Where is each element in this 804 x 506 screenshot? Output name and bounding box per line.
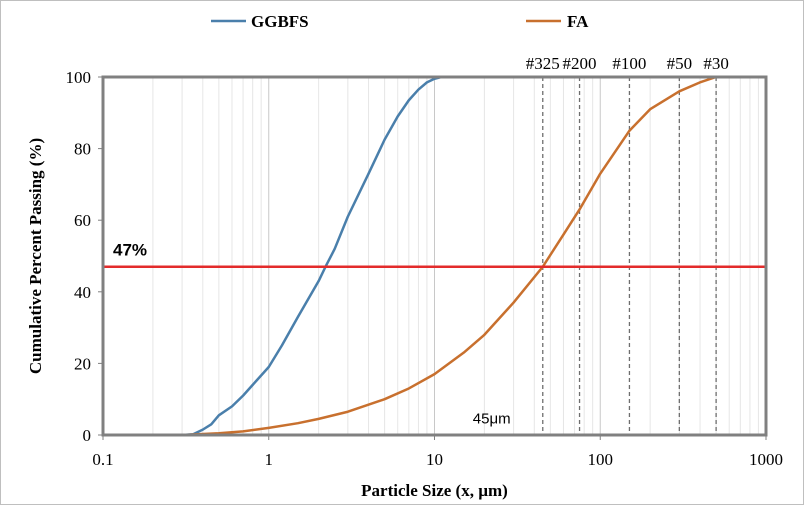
x-tick-label: 1 [265, 450, 274, 469]
series-line [103, 75, 766, 437]
sieve-label: #30 [703, 54, 729, 73]
legend-label-ggbfs: GGBFS [251, 12, 309, 31]
y-tick-label: 20 [74, 354, 91, 373]
sieve-label: #200 [563, 54, 597, 73]
x-tick-label: 100 [588, 450, 614, 469]
sieve-label: #100 [612, 54, 646, 73]
sieve-lines-layer [542, 77, 717, 435]
y-tick-label: 60 [74, 211, 91, 230]
reference-line-label: 47% [113, 241, 147, 260]
y-tick-label: 40 [74, 283, 91, 302]
y-tick-label: 0 [83, 426, 92, 445]
labels-layer: #325 #200 #100 #50 #30 [526, 54, 729, 73]
sieve-label: #50 [667, 54, 693, 73]
tick-labels-layer: 0.1 1 10 100 1000 0 20 40 60 80 100 [66, 68, 784, 469]
legend: GGBFS FA [211, 12, 589, 31]
sieve-label: #325 [526, 54, 560, 73]
grid-layer [152, 77, 759, 435]
x-tick-label: 10 [426, 450, 443, 469]
y-axis-title: Cumulative Percent Passing (%) [26, 138, 45, 374]
x-axis-title: Particle Size (x, µm) [361, 481, 508, 500]
y-tick-label: 100 [66, 68, 92, 87]
x-tick-label: 0.1 [92, 450, 113, 469]
y-tick-label: 80 [74, 140, 91, 159]
x-tick-label: 1000 [749, 450, 783, 469]
annotation-45um: 45μm [473, 410, 511, 427]
legend-label-fa: FA [567, 12, 589, 31]
